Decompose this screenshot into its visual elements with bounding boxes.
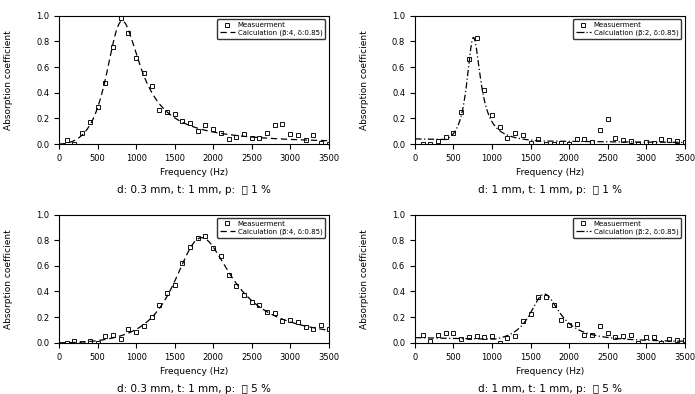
X-axis label: Frequency (Hz): Frequency (Hz) — [516, 168, 584, 177]
Text: d: 1 mm, t: 1 mm, p:  약 1 %: d: 1 mm, t: 1 mm, p: 약 1 % — [477, 185, 622, 195]
Legend: Measuerment, Calculation (β:2, δ:0.85): Measuerment, Calculation (β:2, δ:0.85) — [573, 19, 681, 39]
Y-axis label: Absorption coefficient: Absorption coefficient — [360, 229, 369, 329]
Legend: Measuerment, Calculation (β:4, δ:0.85): Measuerment, Calculation (β:4, δ:0.85) — [217, 19, 325, 39]
Legend: Measuerment, Calculation (β:2, δ:0.85): Measuerment, Calculation (β:2, δ:0.85) — [573, 218, 681, 238]
Text: d: 0.3 mm, t: 1 mm, p:  약 1 %: d: 0.3 mm, t: 1 mm, p: 약 1 % — [117, 185, 271, 195]
Y-axis label: Absorption coefficient: Absorption coefficient — [4, 30, 13, 130]
X-axis label: Frequency (Hz): Frequency (Hz) — [160, 367, 228, 376]
X-axis label: Frequency (Hz): Frequency (Hz) — [516, 367, 584, 376]
X-axis label: Frequency (Hz): Frequency (Hz) — [160, 168, 228, 177]
Y-axis label: Absorption coefficient: Absorption coefficient — [4, 229, 13, 329]
Text: d: 0.3 mm, t: 1 mm, p:  약 5 %: d: 0.3 mm, t: 1 mm, p: 약 5 % — [117, 384, 271, 394]
Legend: Measuerment, Calculation (β:4, δ:0.85): Measuerment, Calculation (β:4, δ:0.85) — [217, 218, 325, 238]
Text: d: 1 mm, t: 1 mm, p:  약 5 %: d: 1 mm, t: 1 mm, p: 약 5 % — [477, 384, 622, 394]
Y-axis label: Absorption coefficient: Absorption coefficient — [360, 30, 369, 130]
